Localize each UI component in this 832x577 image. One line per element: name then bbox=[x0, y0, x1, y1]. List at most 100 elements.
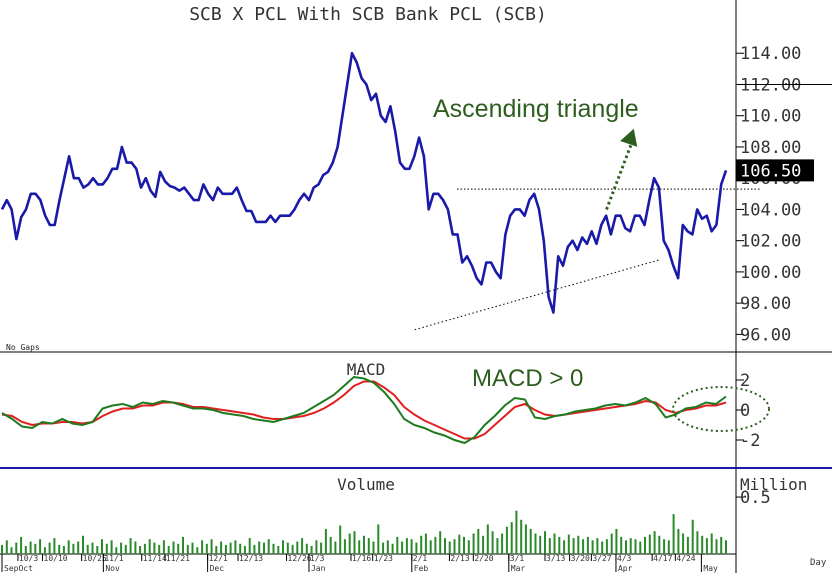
volume-bar bbox=[5, 540, 8, 554]
last-price-tag bbox=[736, 159, 814, 182]
date-tick-label: 4/3 bbox=[617, 554, 632, 563]
volume-bar bbox=[10, 547, 13, 554]
volume-bar bbox=[639, 541, 642, 554]
volume-bar bbox=[177, 543, 180, 555]
volume-bar bbox=[420, 535, 423, 554]
volume-bar bbox=[258, 541, 261, 554]
volume-bar bbox=[101, 539, 103, 554]
price-series-line bbox=[0, 51, 728, 314]
month-label: Jan bbox=[311, 564, 326, 573]
volume-bar bbox=[620, 536, 623, 554]
volume-bar bbox=[386, 540, 389, 554]
volume-bar bbox=[505, 526, 508, 554]
breakout-arrow bbox=[605, 141, 634, 210]
volume-bar bbox=[1, 544, 3, 554]
macd-line bbox=[1, 375, 727, 445]
volume-bar bbox=[710, 533, 713, 554]
volume-bar bbox=[482, 535, 485, 554]
price-tick-label: 110.00 bbox=[740, 107, 801, 127]
volume-bar bbox=[196, 547, 199, 554]
volume-bar bbox=[501, 533, 504, 554]
volume-bar bbox=[677, 528, 680, 554]
breakout-arrow-head bbox=[620, 128, 638, 147]
volume-axis-ticks: 0.5 bbox=[736, 488, 771, 508]
no-gaps-note: No Gaps bbox=[6, 343, 40, 352]
volume-bar bbox=[48, 542, 51, 554]
volume-bar bbox=[143, 543, 146, 555]
volume-bar bbox=[139, 546, 142, 554]
volume-bar bbox=[615, 528, 618, 554]
price-tick-label: 98.00 bbox=[740, 294, 791, 314]
date-tick-label: 10/3 bbox=[19, 554, 38, 563]
volume-bar bbox=[324, 528, 327, 554]
volume-bar bbox=[577, 535, 580, 554]
date-tick-label: 12/1 bbox=[209, 554, 228, 563]
volume-bar bbox=[548, 538, 551, 554]
volume-bar bbox=[563, 540, 566, 554]
date-tick-label: 1/3 bbox=[310, 554, 325, 563]
volume-bar bbox=[391, 543, 394, 555]
volume-bar bbox=[520, 519, 523, 554]
date-tick-label: 4/17 bbox=[653, 554, 672, 563]
last-price-label: 106.50 bbox=[740, 161, 801, 181]
volume-bar bbox=[424, 533, 427, 554]
price-tick-label: 102.00 bbox=[740, 232, 801, 252]
volume-bar bbox=[625, 540, 627, 554]
volume-bar bbox=[458, 534, 461, 554]
volume-bar bbox=[201, 540, 204, 554]
volume-bar bbox=[405, 538, 408, 554]
volume-bar bbox=[582, 539, 585, 554]
volume-bar bbox=[529, 528, 532, 554]
volume-bar bbox=[691, 519, 694, 554]
volume-bar bbox=[215, 546, 218, 554]
volume-bar bbox=[467, 540, 470, 554]
volume-bar bbox=[372, 541, 375, 554]
volume-bar bbox=[277, 546, 280, 554]
volume-bar bbox=[320, 542, 323, 554]
volume-bar bbox=[191, 542, 194, 554]
volume-bar bbox=[105, 543, 108, 555]
volume-bar bbox=[696, 531, 699, 554]
date-tick-label: 11/21 bbox=[166, 554, 190, 563]
volume-bar bbox=[415, 542, 418, 554]
volume-bar bbox=[363, 535, 365, 554]
volume-bar bbox=[672, 514, 675, 554]
volume-bar bbox=[382, 542, 385, 554]
volume-bar bbox=[667, 540, 670, 554]
volume-bar bbox=[515, 510, 518, 554]
volume-bar bbox=[686, 536, 689, 554]
volume-bar bbox=[567, 534, 570, 554]
volume-bar bbox=[439, 531, 442, 554]
price-axis-ticks: 96.0098.00100.00102.00104.00106.00108.00… bbox=[736, 44, 832, 345]
volume-bar bbox=[167, 546, 170, 554]
volume-bar bbox=[448, 541, 451, 554]
volume-bar bbox=[682, 533, 685, 554]
macd-axis-ticks: 2 0 -2 bbox=[736, 371, 760, 451]
pattern-annotation: Ascending triangle bbox=[433, 95, 639, 123]
volume-bar bbox=[62, 546, 65, 554]
date-tick-label: 11/14 bbox=[143, 554, 167, 563]
volume-bar bbox=[315, 540, 318, 554]
date-tick-label: 12/26 bbox=[288, 554, 312, 563]
volume-bar bbox=[348, 533, 351, 554]
volume-bar bbox=[715, 539, 718, 554]
volume-bar bbox=[301, 538, 304, 554]
volume-bar bbox=[596, 538, 599, 554]
volume-bar bbox=[367, 538, 370, 554]
price-tick-label: 104.00 bbox=[740, 200, 801, 220]
date-tick-label: 3/1 bbox=[510, 554, 525, 563]
volume-bar bbox=[510, 522, 513, 554]
volume-tick-label: 0.5 bbox=[740, 488, 771, 508]
month-label: Nov bbox=[105, 564, 120, 573]
volume-bar bbox=[658, 535, 661, 554]
volume-bar bbox=[172, 541, 175, 554]
volume-bar bbox=[96, 546, 99, 554]
volume-bar bbox=[486, 524, 489, 554]
volume-bar bbox=[24, 546, 27, 554]
date-tick-label: 12/13 bbox=[239, 554, 263, 563]
volume-bar bbox=[20, 536, 23, 554]
volume-bar bbox=[110, 540, 113, 554]
macd-highlight-ellipse bbox=[672, 386, 770, 432]
volume-bar bbox=[224, 544, 227, 554]
